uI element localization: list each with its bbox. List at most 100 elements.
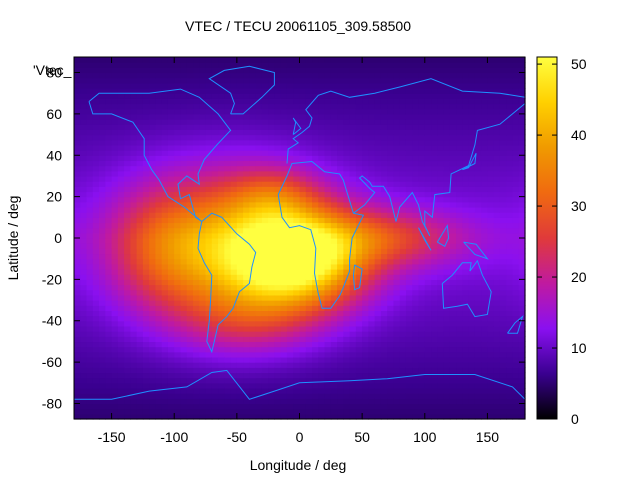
heatmap-cell: [337, 372, 344, 379]
heatmap-cell: [380, 227, 388, 234]
heatmap-cell: [462, 356, 470, 363]
heatmap-cell: [117, 243, 125, 249]
heatmap-cell: [380, 170, 388, 177]
heatmap-cell: [218, 57, 225, 63]
heatmap-cell: [399, 243, 407, 249]
heatmap-cell: [286, 362, 294, 368]
heatmap-cell: [155, 196, 163, 203]
heatmap-cell: [80, 222, 88, 229]
heatmap-cell: [330, 139, 338, 146]
heatmap-cell: [142, 315, 150, 322]
heatmap-cell: [374, 144, 382, 151]
heatmap-cell: [474, 217, 482, 224]
heatmap-cell: [481, 403, 489, 410]
heatmap-cell: [456, 212, 463, 218]
heatmap-cell: [412, 191, 420, 198]
heatmap-cell: [243, 93, 250, 99]
heatmap-cell: [481, 160, 489, 167]
heatmap-cell: [305, 351, 313, 358]
heatmap-cell: [149, 284, 157, 291]
heatmap-cell: [443, 119, 451, 125]
heatmap-cell: [305, 367, 313, 374]
heatmap-cell: [506, 294, 514, 301]
heatmap-cell: [393, 362, 401, 368]
heatmap-cell: [74, 124, 81, 130]
heatmap-cell: [437, 331, 445, 337]
heatmap-cell: [92, 222, 100, 229]
heatmap-cell: [362, 320, 369, 327]
heatmap-cell: [305, 372, 313, 379]
heatmap-cell: [149, 206, 157, 213]
heatmap-cell: [481, 325, 489, 332]
heatmap-cell: [474, 346, 482, 353]
heatmap-cell: [142, 341, 150, 348]
heatmap-cell: [312, 367, 319, 374]
heatmap-cell: [199, 191, 207, 198]
heatmap-cell: [337, 258, 344, 265]
heatmap-cell: [305, 82, 313, 89]
heatmap-cell: [243, 134, 250, 141]
heatmap-cell: [218, 284, 225, 291]
heatmap-cell: [224, 191, 232, 198]
heatmap-cell: [174, 160, 182, 167]
heatmap-cell: [312, 170, 319, 177]
heatmap-cell: [412, 362, 420, 368]
heatmap-cell: [199, 263, 207, 270]
heatmap-cell: [261, 103, 269, 110]
heatmap-cell: [512, 129, 520, 136]
heatmap-cell: [462, 403, 470, 410]
heatmap-cell: [261, 238, 269, 244]
heatmap-cell: [80, 108, 88, 115]
heatmap-cell: [142, 284, 150, 291]
heatmap-cell: [280, 315, 288, 322]
heatmap-cell: [318, 331, 326, 337]
heatmap-cell: [261, 284, 269, 291]
heatmap-cell: [468, 289, 476, 296]
heatmap-cell: [117, 155, 125, 162]
heatmap-cell: [512, 398, 520, 405]
heatmap-cell: [380, 351, 388, 358]
heatmap-cell: [293, 351, 301, 358]
heatmap-cell: [261, 258, 269, 265]
heatmap-cell: [506, 119, 514, 125]
heatmap-cell: [218, 253, 225, 260]
heatmap-cell: [174, 217, 182, 224]
heatmap-cell: [161, 294, 169, 301]
heatmap-cell: [474, 279, 482, 286]
heatmap-cell: [462, 294, 470, 301]
heatmap-cell: [124, 93, 131, 99]
heatmap-cell: [193, 243, 200, 249]
heatmap-cell: [193, 258, 200, 265]
heatmap-cell: [412, 346, 420, 353]
heatmap-cell: [518, 336, 526, 343]
heatmap-cell: [374, 93, 382, 99]
heatmap-cell: [149, 196, 157, 203]
heatmap-cell: [412, 139, 420, 146]
heatmap-cell: [312, 408, 319, 415]
heatmap-cell: [518, 403, 526, 410]
heatmap-cell: [506, 403, 514, 410]
heatmap-cell: [343, 212, 351, 218]
heatmap-cell: [268, 243, 276, 249]
heatmap-cell: [387, 269, 395, 275]
heatmap-cell: [218, 124, 225, 130]
heatmap-cell: [80, 263, 88, 270]
heatmap-cell: [355, 413, 363, 420]
heatmap-cell: [355, 212, 363, 218]
heatmap-cell: [86, 315, 94, 322]
heatmap-cell: [80, 387, 88, 394]
heatmap-cell: [186, 315, 194, 322]
heatmap-cell: [274, 62, 282, 68]
heatmap-cell: [487, 98, 495, 105]
heatmap-cell: [193, 346, 200, 353]
heatmap-cell: [167, 186, 175, 193]
heatmap-cell: [518, 325, 526, 332]
heatmap-cell: [280, 294, 288, 301]
heatmap-cell: [512, 72, 520, 79]
heatmap-cell: [481, 315, 489, 322]
heatmap-cell: [405, 403, 413, 410]
heatmap-cell: [299, 325, 307, 332]
heatmap-cell: [86, 284, 94, 291]
heatmap-cell: [199, 227, 207, 234]
heatmap-cell: [393, 108, 401, 115]
